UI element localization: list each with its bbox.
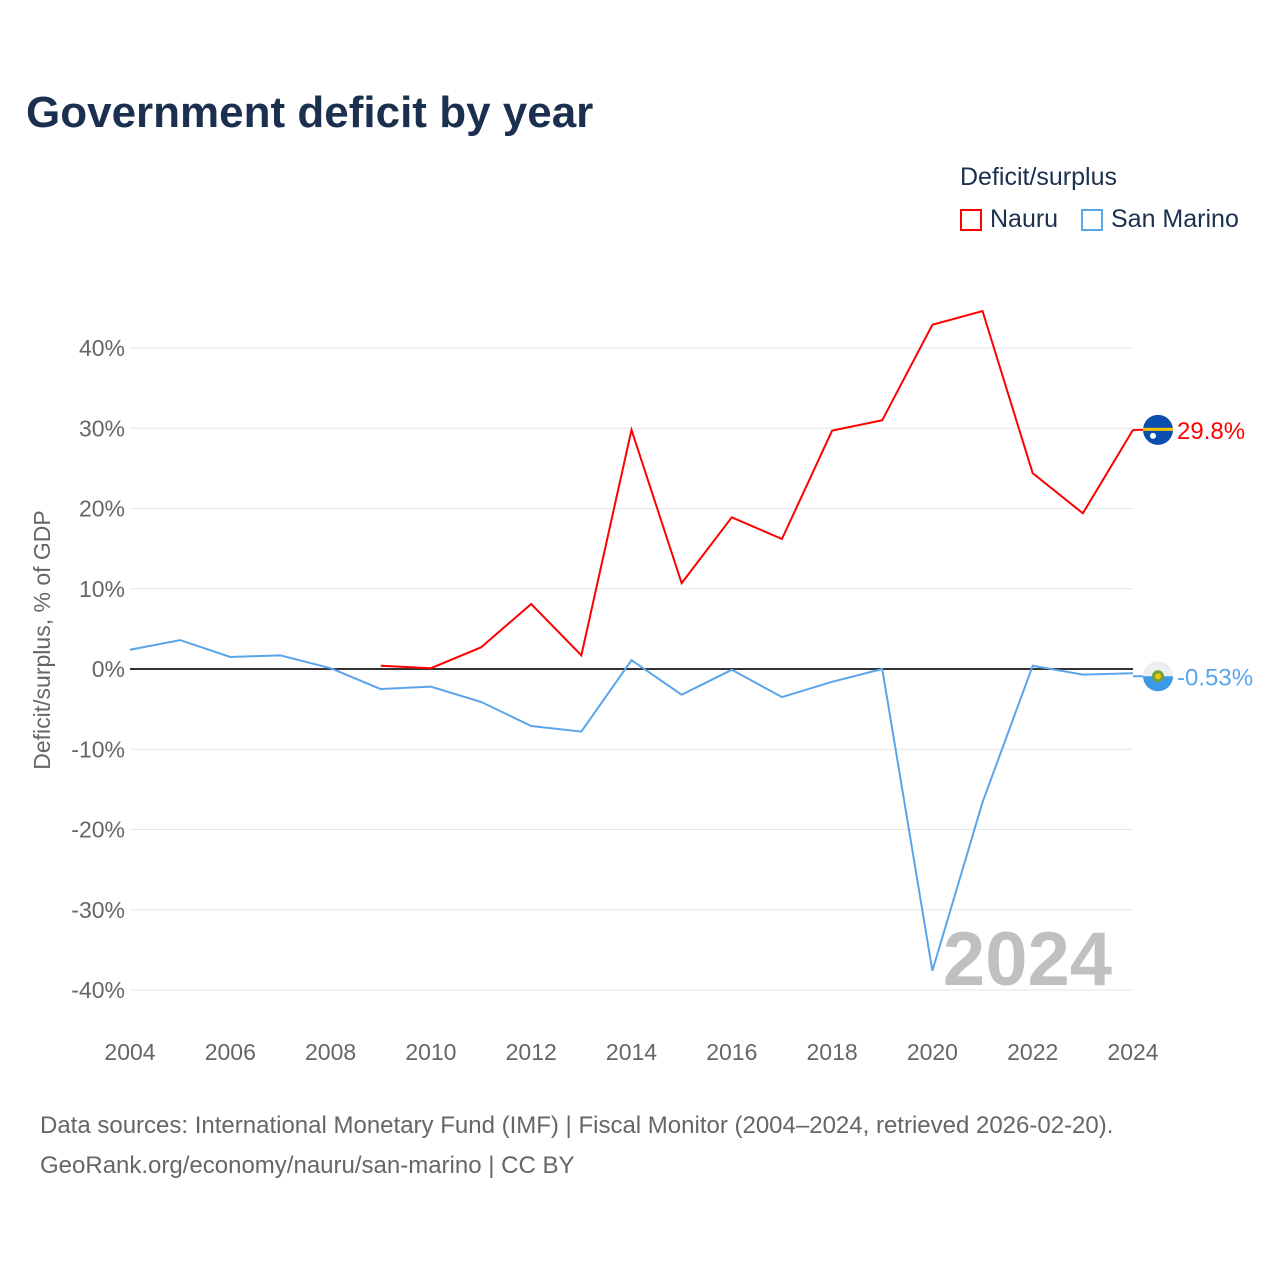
y-tick-label: -30%	[71, 897, 125, 923]
legend-title: Deficit/surplus	[960, 163, 1117, 191]
y-tick-label: -10%	[71, 736, 125, 762]
y-tick-label: 20%	[79, 496, 125, 522]
x-tick-label: 2012	[506, 1039, 557, 1065]
san-marino-flag-crest	[1155, 673, 1161, 680]
legend-label-nauru: Nauru	[990, 205, 1059, 233]
nauru-flag-stripe	[1143, 427, 1173, 431]
end-label-san-marino: -0.53%	[1177, 664, 1253, 691]
x-tick-label: 2020	[907, 1039, 958, 1065]
y-axis-label: Deficit/surplus, % of GDP	[29, 510, 55, 769]
x-tick-label: 2016	[706, 1039, 757, 1065]
x-tick-label: 2010	[405, 1039, 456, 1065]
x-tick-label: 2024	[1107, 1039, 1158, 1065]
footer-sources: Data sources: International Monetary Fun…	[40, 1112, 1114, 1139]
y-tick-label: 0%	[92, 656, 125, 682]
x-tick-label: 2006	[205, 1039, 256, 1065]
x-tick-label: 2004	[104, 1039, 155, 1065]
x-tick-label: 2022	[1007, 1039, 1058, 1065]
y-tick-label: -20%	[71, 817, 125, 843]
san-marino-flag-lower	[1143, 676, 1173, 692]
end-label-nauru: 29.8%	[1177, 418, 1245, 445]
legend-item-nauru[interactable]: Nauru	[960, 205, 1058, 234]
y-tick-label: -40%	[71, 977, 125, 1003]
y-tick-label: 10%	[79, 576, 125, 602]
x-tick-label: 2014	[606, 1039, 657, 1065]
x-tick-label: 2018	[807, 1039, 858, 1065]
y-tick-label: 30%	[79, 415, 125, 441]
nauru-flag-star	[1150, 432, 1156, 439]
series-line-nauru	[380, 309, 1134, 670]
footer: Data sources: International Monetary Fun…	[40, 1106, 1113, 1186]
san-marino-flag-icon	[1143, 661, 1173, 677]
x-tick-label: 2008	[305, 1039, 356, 1065]
legend-swatch-nauru	[960, 208, 982, 231]
y-tick-label: 40%	[79, 335, 125, 361]
legend-label-san-marino: San Marino	[1111, 205, 1239, 233]
chart-title: Government deficit by year	[26, 88, 594, 137]
year-watermark: 2024	[943, 917, 1112, 1002]
footer-link[interactable]: GeoRank.org/economy/nauru/san-marino | C…	[40, 1152, 575, 1179]
legend-swatch-san-marino	[1081, 208, 1103, 231]
legend-item-san-marino[interactable]: San Marino	[1081, 205, 1239, 234]
